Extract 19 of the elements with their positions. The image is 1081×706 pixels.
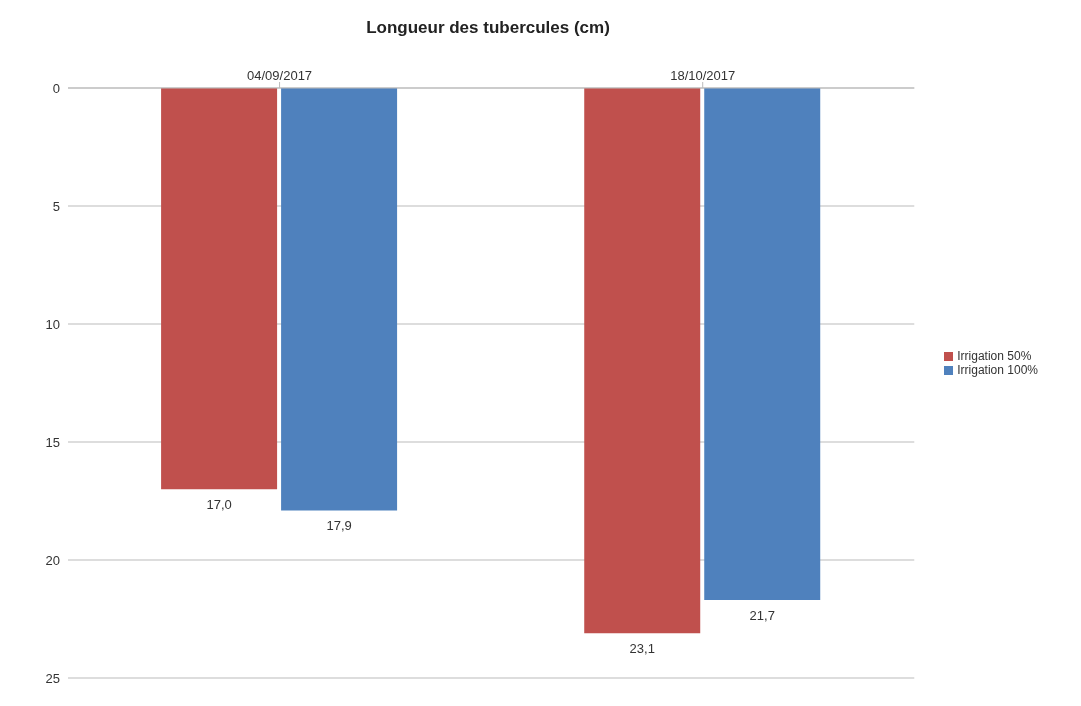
- chart-title: Longueur des tubercules (cm): [365, 17, 611, 38]
- bar: [161, 88, 278, 490]
- legend-label: Irrigation 50%: [957, 349, 1032, 363]
- x-tick-label: 18/10/2017: [670, 68, 736, 83]
- y-tick-label: 10: [45, 316, 60, 332]
- x-tick-label: 04/09/2017: [247, 68, 313, 83]
- legend-label: Irrigation 100%: [957, 363, 1038, 377]
- bar: [584, 88, 701, 634]
- data-label: 21,7: [749, 608, 775, 624]
- y-tick-label: 20: [45, 552, 60, 568]
- data-label: 17,0: [206, 497, 232, 513]
- y-tick-label: 0: [52, 80, 60, 96]
- y-tick-label: 5: [52, 198, 60, 214]
- data-label: 17,9: [326, 518, 352, 534]
- y-tick-label: 25: [45, 670, 60, 686]
- y-tick-label: 15: [45, 434, 60, 450]
- bar: [281, 88, 398, 511]
- bar: [704, 88, 821, 601]
- data-label: 23,1: [629, 641, 655, 657]
